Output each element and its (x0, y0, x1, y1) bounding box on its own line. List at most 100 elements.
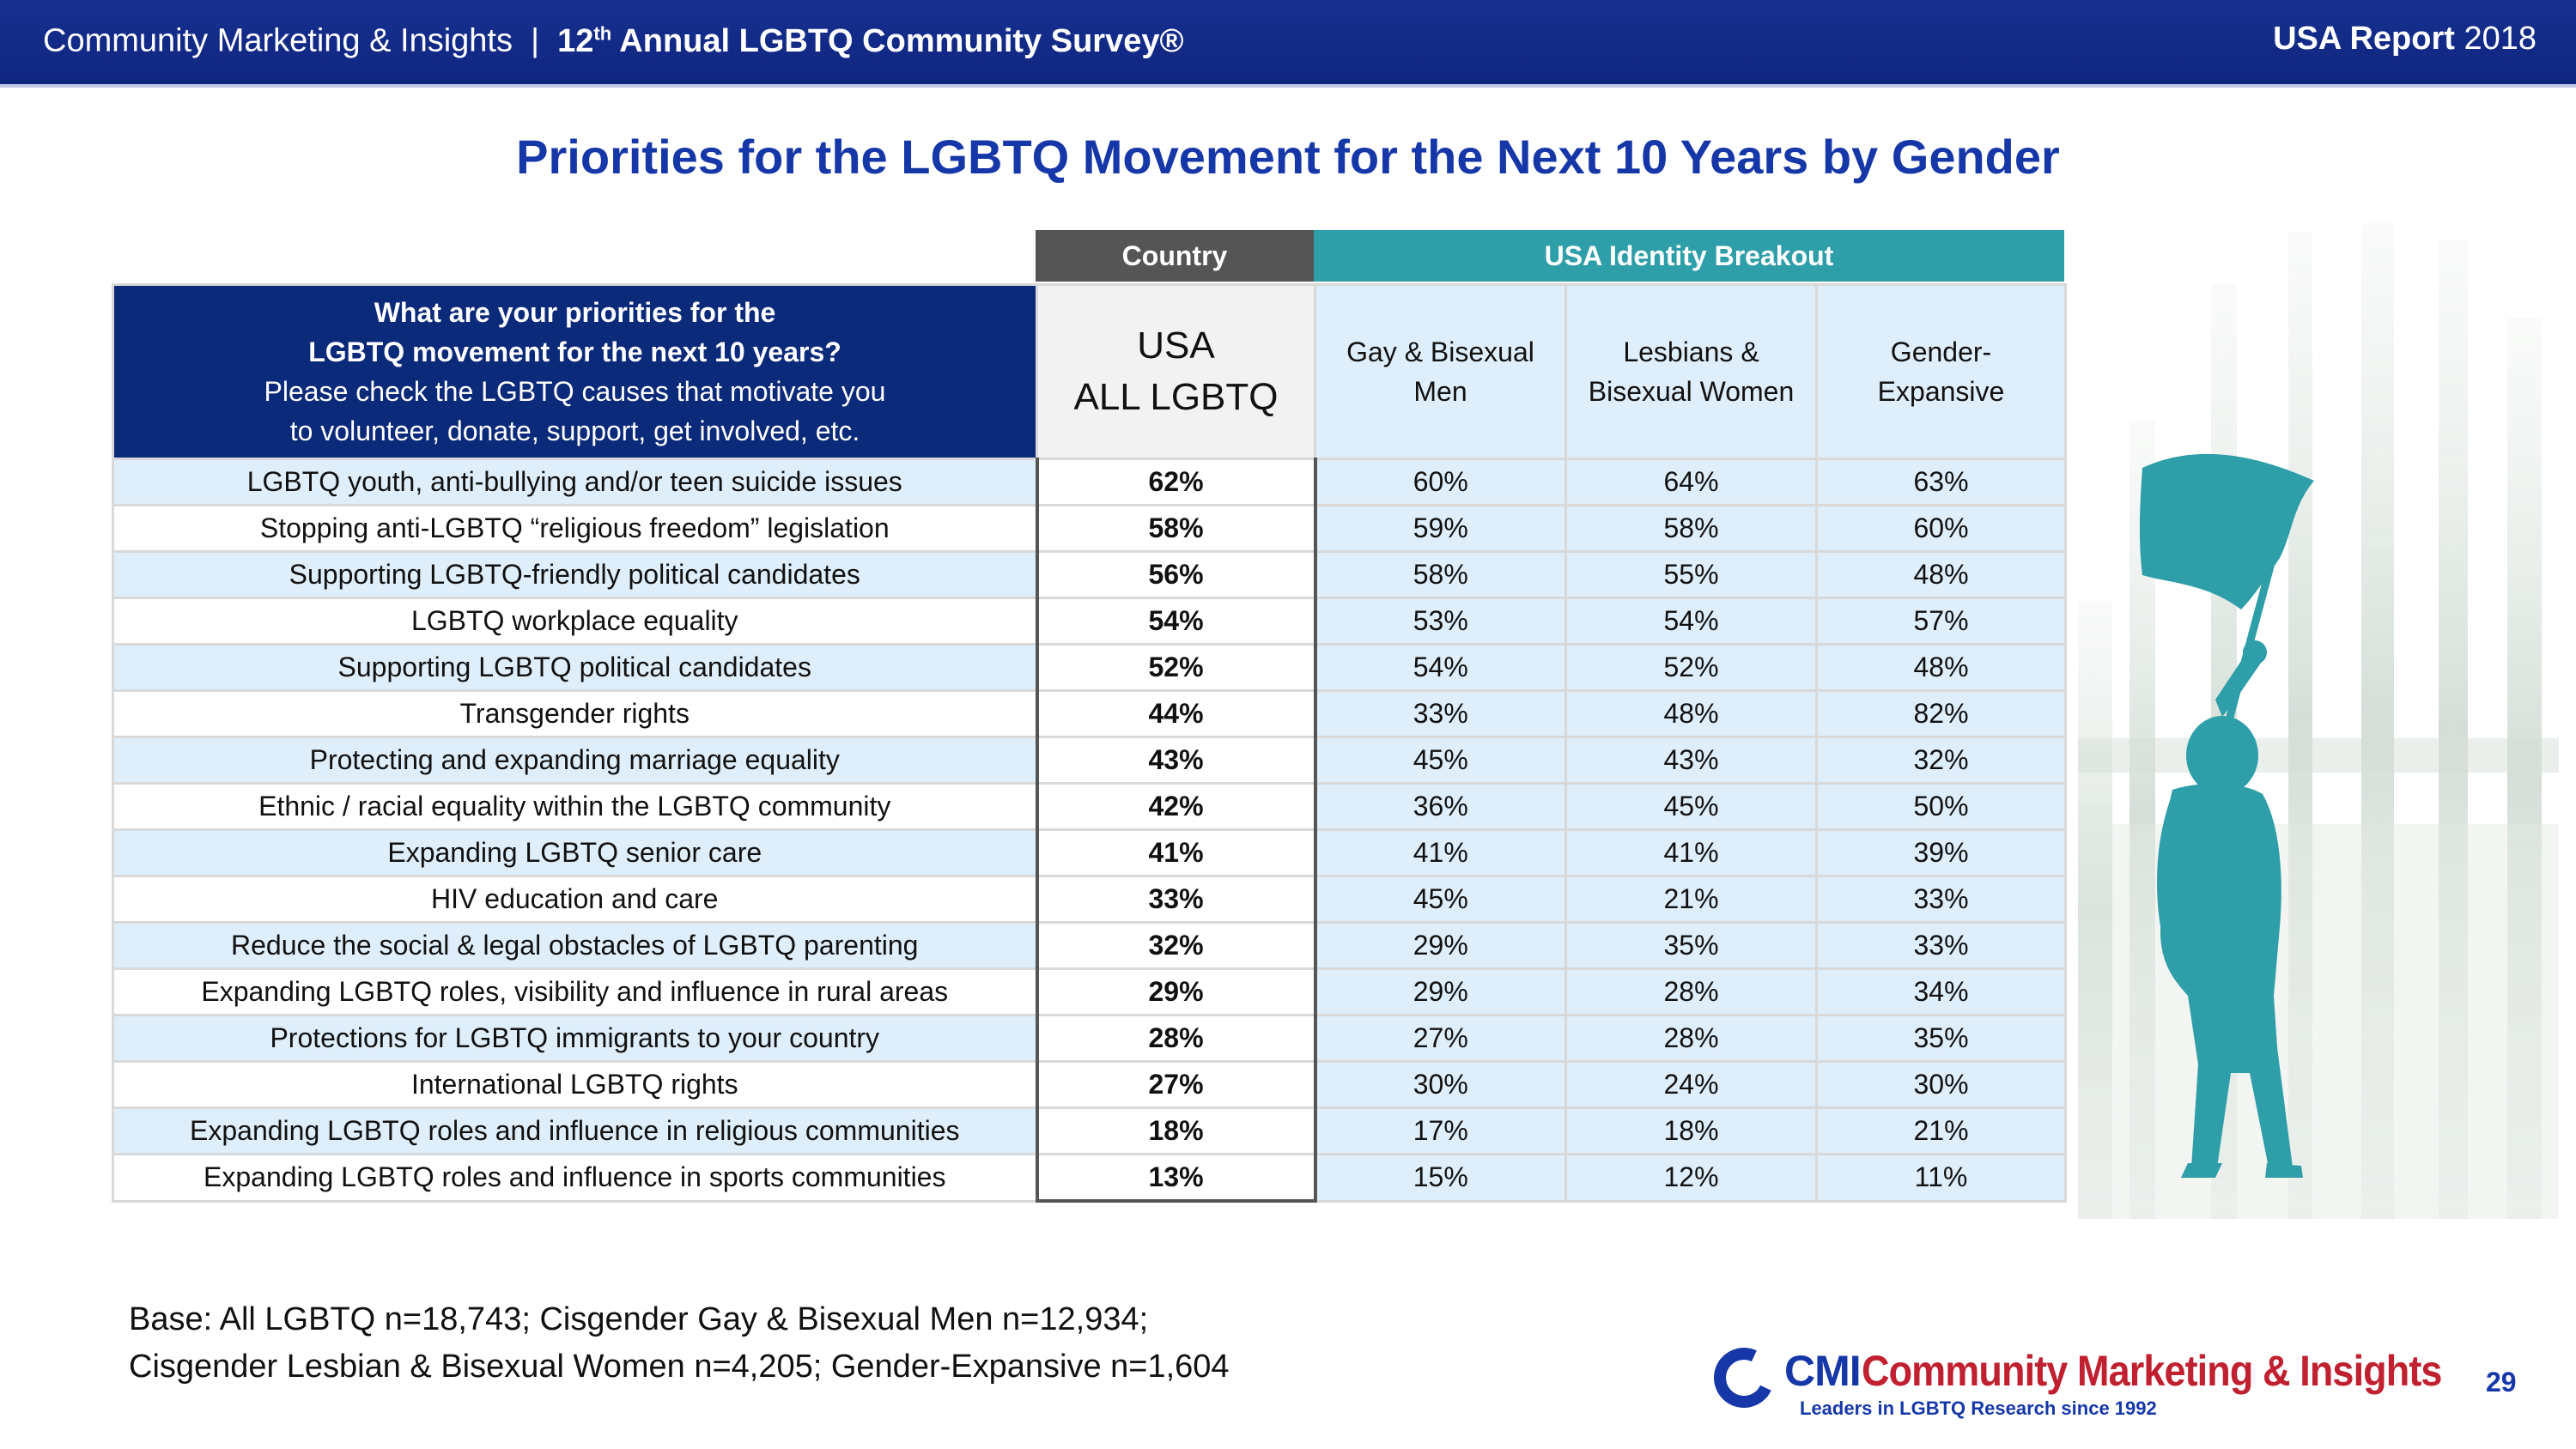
cmi-logo-ring-icon (1705, 1339, 1783, 1416)
lesbian-value: 24% (1564, 1060, 1818, 1109)
gay-value: 17% (1314, 1106, 1567, 1155)
logo-tagline: Leaders in LGBTQ Research since 1992 (1800, 1397, 2157, 1419)
question-line-4: to volunteer, donate, support, get invol… (289, 415, 860, 446)
base-line-1: Base: All LGBTQ n=18,743; Cisgender Gay … (129, 1301, 1149, 1337)
lesbian-value: 54% (1564, 597, 1818, 646)
survey-ordinal: th (593, 22, 612, 44)
ge-value: 21% (1815, 1106, 2067, 1155)
ge-value: 33% (1815, 921, 2067, 970)
lesbian-value: 45% (1564, 782, 1818, 831)
ge-value: 63% (1815, 458, 2067, 506)
ge-value: 48% (1815, 643, 2067, 692)
header-right: USA Report 2018 (2273, 21, 2537, 58)
gay-value: 27% (1314, 1014, 1567, 1063)
ge-value: 39% (1815, 828, 2067, 877)
ge-value: 48% (1815, 550, 2067, 599)
usa-value: 56% (1035, 550, 1317, 599)
lesbian-header-line-2: Bisexual Women (1588, 376, 1795, 407)
lesbian-value: 55% (1564, 550, 1818, 599)
survey-title: Annual LGBTQ Community Survey® (611, 22, 1184, 59)
table-row: International LGBTQ rights 27% 30% 24% 30% (112, 1060, 2067, 1109)
gay-header-line-2: Men (1413, 376, 1467, 407)
gay-header-line-1: Gay & Bisexual (1346, 336, 1534, 367)
gay-value: 45% (1314, 736, 1567, 785)
ge-value: 57% (1815, 597, 2067, 646)
row-label: Protections for LGBTQ immigrants to your… (112, 1014, 1038, 1063)
usa-value: 43% (1035, 736, 1317, 785)
lesbian-value: 58% (1564, 504, 1818, 553)
row-label: Expanding LGBTQ roles and influence in s… (112, 1153, 1038, 1203)
table-row: Stopping anti-LGBTQ “religious freedom” … (112, 504, 2067, 553)
ge-value: 30% (1815, 1060, 2067, 1109)
priorities-table: What are your priorities for the LGBTQ m… (112, 283, 2067, 1203)
lesbian-header-line-1: Lesbians & (1623, 336, 1759, 367)
gay-value: 33% (1314, 689, 1567, 738)
base-note: Base: All LGBTQ n=18,743; Cisgender Gay … (129, 1296, 1230, 1391)
row-label: Expanding LGBTQ roles, visibility and in… (112, 967, 1038, 1016)
usa-value: 27% (1035, 1060, 1317, 1109)
usa-header-line-1: USA (1137, 324, 1215, 367)
ge-header-line-1: Gender- (1890, 336, 1992, 367)
gender-expansive-header: Gender- Expansive (1815, 283, 2067, 460)
gay-value: 54% (1314, 643, 1567, 692)
lesbian-value: 18% (1564, 1106, 1818, 1155)
row-label: LGBTQ youth, anti-bullying and/or teen s… (112, 458, 1038, 506)
ge-value: 50% (1815, 782, 2067, 831)
question-header: What are your priorities for the LGBTQ m… (112, 283, 1038, 460)
ge-value: 11% (1815, 1153, 2067, 1203)
row-label: Transgender rights (112, 689, 1038, 738)
lesbian-value: 48% (1564, 689, 1818, 738)
table-row: Transgender rights 44% 33% 48% 82% (112, 689, 2067, 738)
table-row: Ethnic / racial equality within the LGBT… (112, 782, 2067, 831)
gay-value: 60% (1314, 458, 1567, 506)
gay-value: 29% (1314, 921, 1567, 970)
survey-number: 12 (557, 22, 594, 59)
usa-value: 44% (1035, 689, 1317, 738)
table-row: Supporting LGBTQ-friendly political cand… (112, 550, 2067, 599)
lesbian-bi-women-header: Lesbians & Bisexual Women (1564, 283, 1818, 460)
table-row: Protections for LGBTQ immigrants to your… (112, 1014, 2067, 1063)
table-row: HIV education and care 33% 45% 21% 33% (112, 875, 2067, 924)
row-label: Protecting and expanding marriage equali… (112, 736, 1038, 785)
header-separator: | (531, 22, 539, 59)
table-row: Supporting LGBTQ political candidates 52%… (112, 643, 2067, 692)
row-label: Ethnic / racial equality within the LGBT… (112, 782, 1038, 831)
question-line-1: What are your priorities for the (374, 297, 776, 328)
gay-value: 41% (1314, 828, 1567, 877)
ge-value: 34% (1815, 967, 2067, 1016)
org-name: Community Marketing & Insights (43, 22, 513, 59)
usa-value: 13% (1035, 1153, 1317, 1203)
question-line-3: Please check the LGBTQ causes that motiv… (264, 376, 886, 407)
row-label: HIV education and care (112, 875, 1038, 924)
page-number: 29 (2486, 1367, 2517, 1397)
lesbian-value: 35% (1564, 921, 1818, 970)
usa-value: 58% (1035, 504, 1317, 553)
report-year: 2018 (2464, 21, 2537, 57)
table-row: LGBTQ workplace equality 54% 53% 54% 57% (112, 597, 2067, 646)
table-body: LGBTQ youth, anti-bullying and/or teen s… (112, 458, 2067, 1203)
gay-value: 15% (1314, 1153, 1567, 1203)
row-label: Supporting LGBTQ political candidates (112, 643, 1038, 692)
usa-value: 62% (1035, 458, 1317, 506)
row-label: LGBTQ workplace equality (112, 597, 1038, 646)
table-row: Protecting and expanding marriage equali… (112, 736, 2067, 785)
table-row: Reduce the social & legal obstacles of L… (112, 921, 2067, 970)
usa-value: 28% (1035, 1014, 1317, 1063)
column-background (2078, 223, 2559, 1219)
row-label: Reduce the social & legal obstacles of L… (112, 921, 1038, 970)
usa-value: 41% (1035, 828, 1317, 877)
ge-value: 35% (1815, 1014, 2067, 1063)
usa-value: 54% (1035, 597, 1317, 646)
gay-value: 30% (1314, 1060, 1567, 1109)
table-row: Expanding LGBTQ senior care 41% 41% 41% 39% (112, 828, 2067, 877)
gay-value: 53% (1314, 597, 1567, 646)
gay-value: 45% (1314, 875, 1567, 924)
row-label: Expanding LGBTQ senior care (112, 828, 1038, 877)
base-line-2: Cisgender Lesbian & Bisexual Women n=4,2… (129, 1349, 1230, 1385)
table-row: Expanding LGBTQ roles, visibility and in… (112, 967, 2067, 1016)
question-line-2: LGBTQ movement for the next 10 years? (308, 336, 841, 367)
table-row: Expanding LGBTQ roles and influence in s… (112, 1153, 2067, 1203)
report-label: USA Report (2273, 21, 2455, 57)
cmi-logo: CMI Community Marketing & Insights Leade… (1705, 1339, 2452, 1425)
ge-value: 32% (1815, 736, 2067, 785)
